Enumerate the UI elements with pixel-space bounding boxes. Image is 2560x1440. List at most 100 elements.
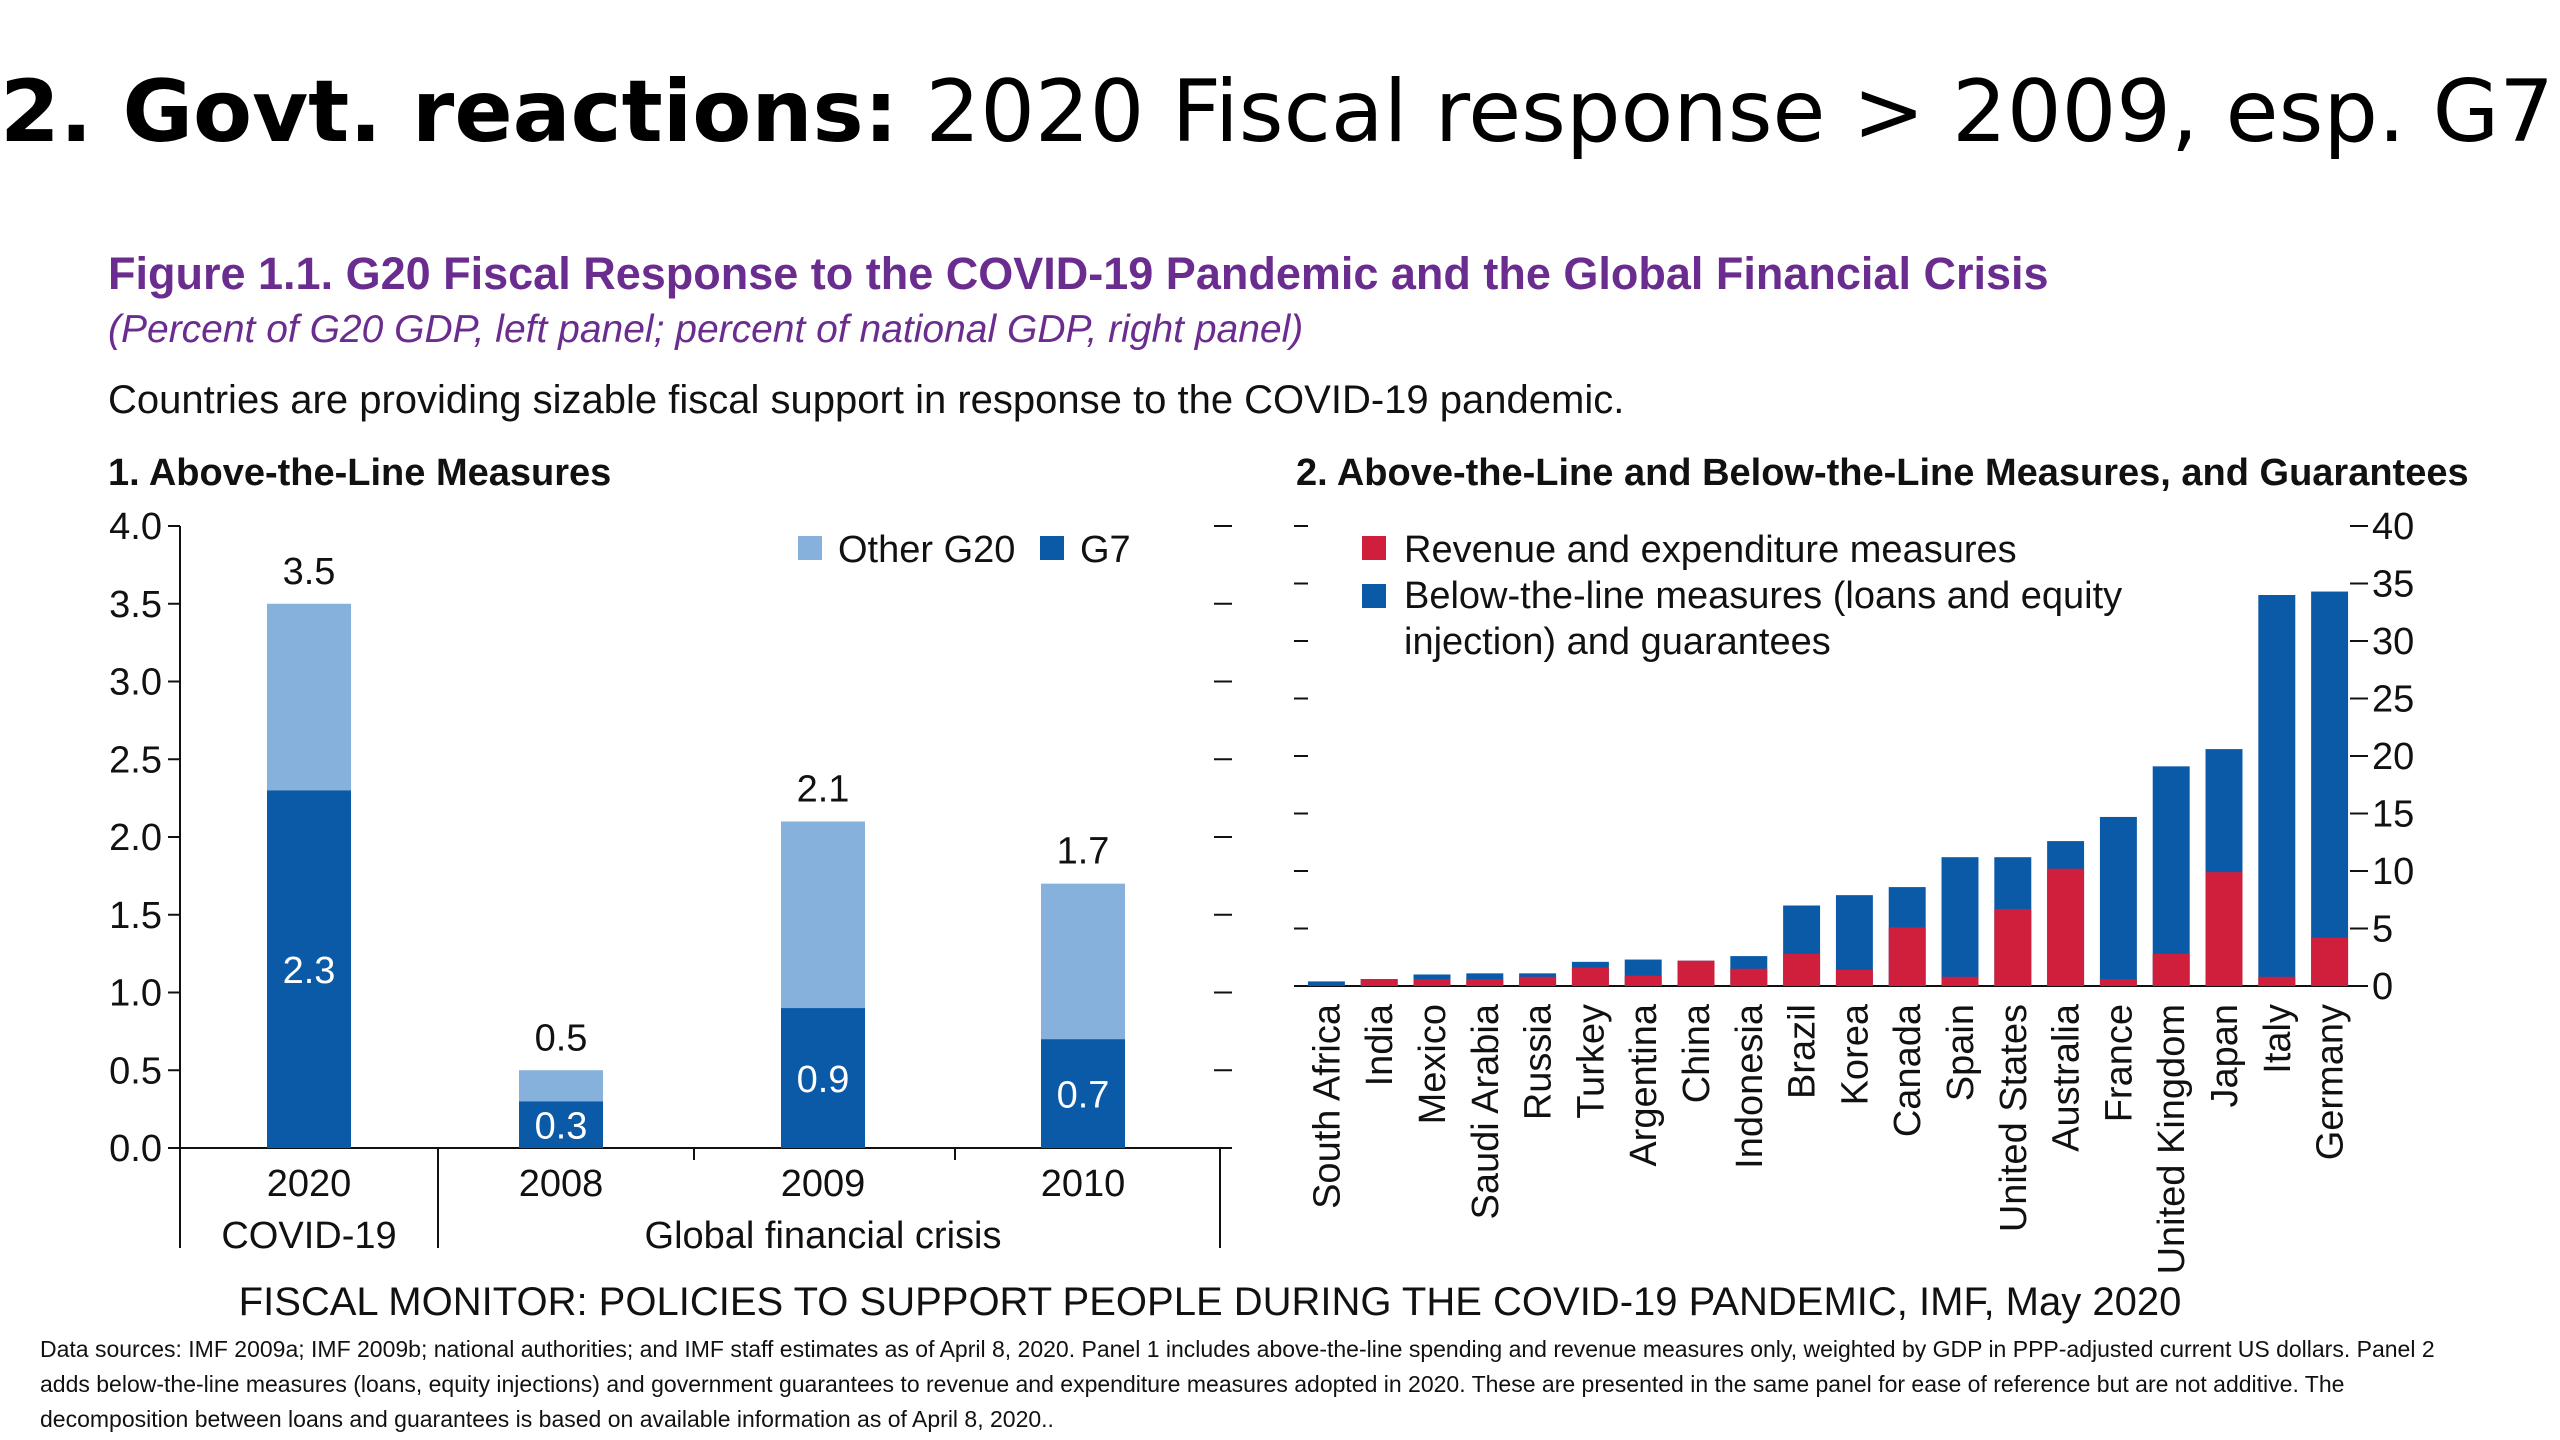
x-tick-label: Japan [2204,1004,2246,1108]
bar-revenue-expenditure [1888,927,1926,986]
bar-revenue-expenditure [1730,968,1768,986]
slide-title-bold: 2. Govt. reactions: [0,62,899,162]
x-tick-label: Canada [1887,1003,1929,1137]
bar-below-the-line [1307,981,1345,986]
bar-revenue-expenditure [2205,872,2243,986]
bar-label-g7: 0.7 [1057,1075,1110,1117]
bar-total-label: 0.5 [535,1017,588,1059]
source-line: FISCAL MONITOR: POLICIES TO SUPPORT PEOP… [238,1280,2182,1324]
x-tick-label: Italy [2257,1004,2299,1074]
y-tick-label: 5 [2372,909,2393,951]
x-tick-label: Mexico [1412,1004,1454,1124]
bar-g7 [781,1008,865,1148]
x-tick-label: China [1676,1003,1718,1103]
bar-other-g20 [519,1070,603,1102]
group-label-gfc: Global financial crisis [645,1215,1002,1257]
y-tick-label: 0.5 [109,1050,162,1092]
slide-title-rest: 2020 Fiscal response > 2009, esp. G7. [898,62,2560,162]
y-tick-label: 2.0 [109,817,162,859]
x-tick-label: 2009 [781,1163,866,1205]
y-tick-label: 1.0 [109,973,162,1015]
bar-revenue-expenditure [1835,969,1873,986]
x-tick-label: India [1359,1003,1401,1086]
legend-label-g7: G7 [1080,529,1131,571]
bar-other-g20 [781,821,865,1009]
legend-swatch-revenue [1362,536,1386,560]
y-tick-label: 3.5 [109,584,162,626]
group-label-covid: COVID-19 [221,1215,396,1257]
bar-revenue-expenditure [1360,979,1398,986]
bar-label-g7: 0.3 [535,1106,588,1148]
y-tick-label: 0.0 [109,1128,162,1170]
legend-label-below-the-line: Below-the-line measures (loans and equit… [1404,575,2122,617]
panel2-title: 2. Above-the-Line and Below-the-Line Mea… [1296,452,2469,494]
panel2-chart: 0 5 10 15 20 25 30 35 40 South Africa India Mexico S… [1294,506,2414,1274]
x-tick-label: Germany [2310,1004,2352,1160]
bar-below-the-line [2152,766,2190,986]
slide-title: 2. Govt. reactions: 2020 Fiscal response… [0,62,2560,162]
bar-other-g20 [267,603,351,791]
x-tick-label: Brazil [1782,1004,1824,1099]
bar-other-g20 [1041,883,1125,1040]
x-tick-label: Saudi Arabia [1465,1003,1507,1219]
bar-total-label: 1.7 [1057,831,1110,873]
bar-revenue-expenditure [1941,976,1979,986]
bar-g7 [519,1101,603,1148]
y-tick-label: 4.0 [109,506,162,548]
x-tick-label: United States [1993,1004,2035,1232]
bar-revenue-expenditure [1571,967,1609,986]
x-tick-label: Argentina [1623,1003,1665,1167]
bar-revenue-expenditure [1519,976,1557,986]
bar-label-g7: 0.9 [797,1059,850,1101]
y-tick-label: 15 [2372,794,2414,836]
bar-revenue-expenditure [1466,979,1504,986]
bar-revenue-expenditure [2311,937,2349,986]
panel1-chart: 0.0 0.5 1.0 1.5 2.0 2.5 3.0 3.5 4.0 2.3 3.5 2020 0.3… [109,506,1232,1257]
x-tick-label: Spain [1940,1004,1982,1101]
x-tick-label: Russia [1518,1003,1560,1120]
bar-g7 [1041,1039,1125,1148]
legend-swatch-other-g20 [798,536,822,560]
data-sources-note: Data sources: IMF 2009a; IMF 2009b; nati… [40,1336,2435,1432]
legend-label-below-the-line: injection) and guarantees [1404,621,1831,663]
bar-revenue-expenditure [1677,960,1715,986]
bar-revenue-expenditure [1994,908,2032,986]
y-tick-label: 20 [2372,736,2414,778]
x-tick-label: Korea [1834,1003,1876,1105]
bar-label-g7: 2.3 [283,950,336,992]
bar-below-the-line [2099,816,2137,986]
x-tick-label: United Kingdom [2151,1004,2193,1274]
legend-swatch-below-the-line [1362,584,1386,608]
x-tick-label: Turkey [1570,1004,1612,1119]
figure-title: Figure 1.1. G20 Fiscal Response to the C… [108,248,2049,299]
y-tick-label: 35 [2372,564,2414,606]
bar-g7 [267,790,351,1148]
bar-revenue-expenditure [1783,953,1821,986]
legend-label-revenue: Revenue and expenditure measures [1404,529,2017,571]
y-tick-label: 10 [2372,851,2414,893]
y-tick-label: 3.0 [109,662,162,704]
y-tick-label: 40 [2372,506,2414,548]
bar-below-the-line [2311,591,2349,986]
figure-lead: Countries are providing sizable fiscal s… [108,378,1625,422]
bar-revenue-expenditure [2099,979,2137,986]
x-tick-label: France [2098,1004,2140,1122]
bar-revenue-expenditure [1624,975,1662,986]
bar-below-the-line [2258,595,2296,986]
x-tick-label: 2008 [519,1163,604,1205]
y-tick-label: 1.5 [109,895,162,937]
bar-revenue-expenditure [2152,953,2190,986]
legend-label-other-g20: Other G20 [838,529,1015,571]
y-tick-label: 0 [2372,966,2393,1008]
figure-subtitle: (Percent of G20 GDP, left panel; percent… [108,308,1304,351]
y-tick-label: 25 [2372,679,2414,721]
bar-total-label: 3.5 [283,551,336,593]
bar-total-label: 2.1 [797,768,850,810]
bar-revenue-expenditure [1413,979,1451,986]
x-tick-label: Australia [2046,1003,2088,1152]
x-tick-label: Indonesia [1729,1003,1771,1169]
x-tick-label: South Africa [1306,1003,1348,1209]
y-tick-label: 30 [2372,621,2414,663]
bar-revenue-expenditure [2258,976,2296,986]
x-tick-label: 2020 [267,1163,352,1205]
